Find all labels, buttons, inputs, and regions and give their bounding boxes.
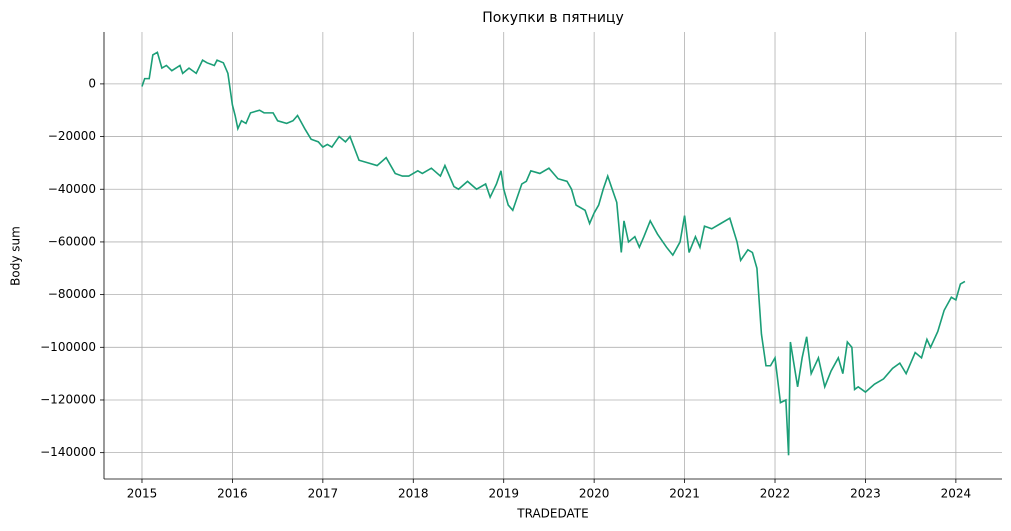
x-tick-label: 2021 [669,487,700,501]
y-tick-label: −80000 [48,287,96,301]
y-tick-label: −120000 [40,392,96,406]
y-tick-label: −20000 [48,129,96,143]
data-line [141,51,966,456]
y-tick-label: −100000 [40,340,96,354]
x-tick-label: 2019 [488,487,519,501]
x-tick-label: 2016 [217,487,248,501]
x-tick-label: 2024 [941,487,972,501]
x-tick-label: 2020 [579,487,610,501]
y-tick-label: −140000 [40,445,96,459]
x-tick-label: 2023 [850,487,881,501]
x-tick-label: 2022 [760,487,791,501]
y-tick-label: −40000 [48,182,96,196]
chart-title: Покупки в пятницу [482,10,624,26]
x-tick-label: 2017 [308,487,339,501]
y-tick-label: 0 [88,76,96,90]
x-tick-label: 2015 [127,487,158,501]
y-tick-label: −60000 [48,234,96,248]
x-tick-label: 2018 [398,487,429,501]
x-axis-label: TRADEDATE [516,507,588,521]
y-axis-label: Body sum [9,226,23,286]
